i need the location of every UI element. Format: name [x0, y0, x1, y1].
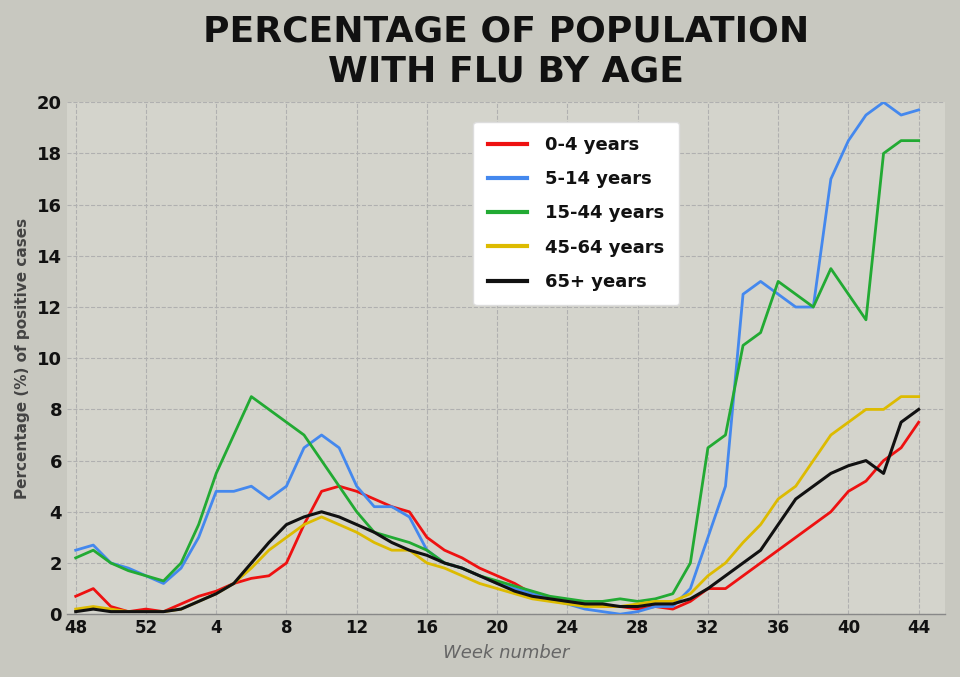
Y-axis label: Percentage (%) of positive cases: Percentage (%) of positive cases: [15, 217, 30, 499]
X-axis label: Week number: Week number: [443, 644, 569, 662]
Legend: 0-4 years, 5-14 years, 15-44 years, 45-64 years, 65+ years: 0-4 years, 5-14 years, 15-44 years, 45-6…: [473, 121, 679, 305]
Title: PERCENTAGE OF POPULATION
WITH FLU BY AGE: PERCENTAGE OF POPULATION WITH FLU BY AGE: [203, 15, 809, 89]
